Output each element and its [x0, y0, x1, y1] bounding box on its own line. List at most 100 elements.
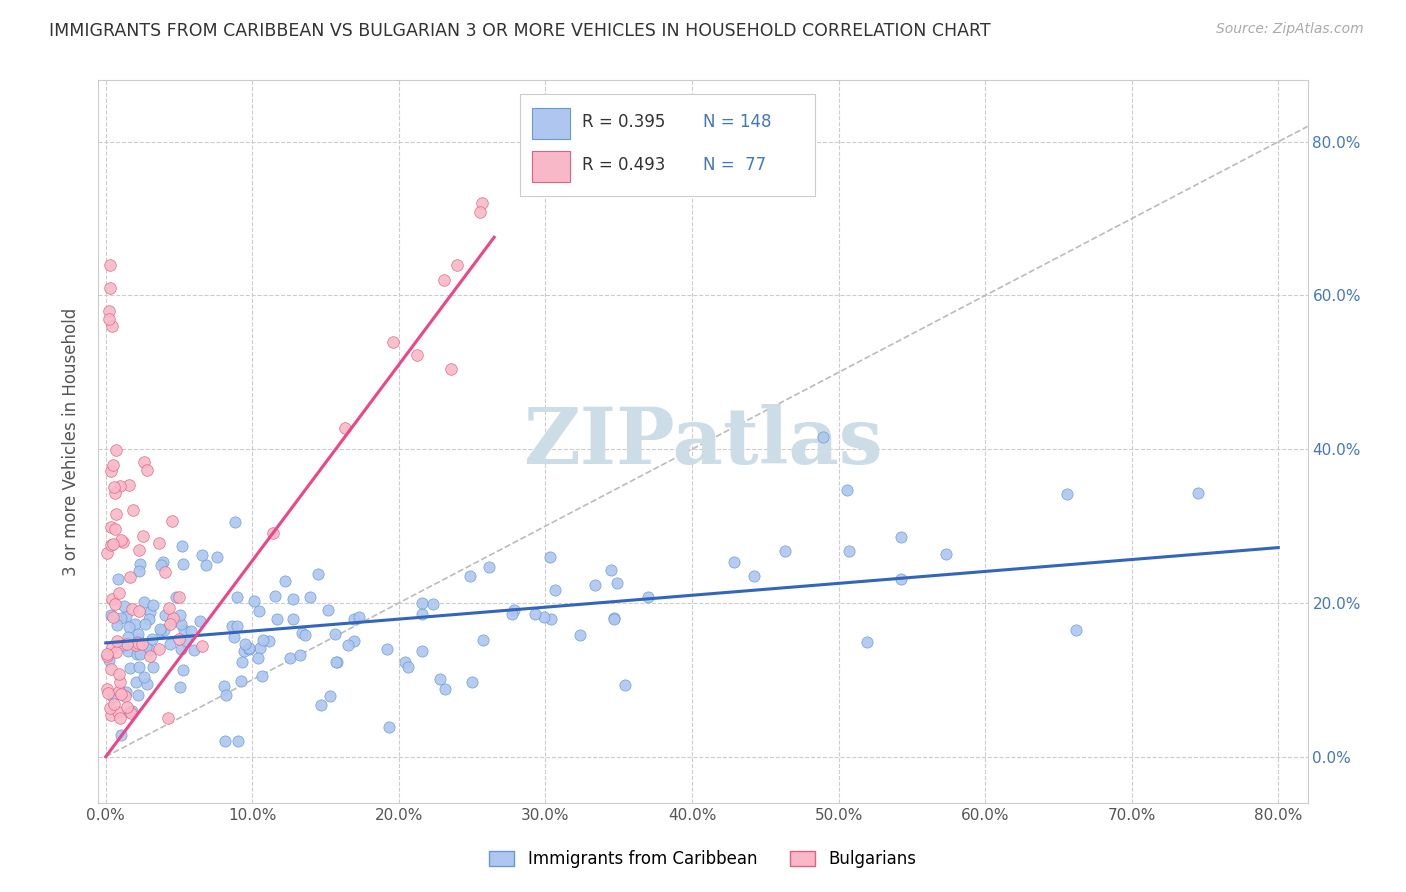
Point — [890, 572, 912, 586]
Point — [103, 698, 125, 712]
Point — [375, 642, 398, 657]
Point — [148, 642, 170, 657]
Point — [153, 565, 176, 579]
Point — [132, 455, 155, 469]
Point — [134, 617, 156, 632]
Point — [411, 596, 433, 610]
Point — [134, 595, 156, 609]
Point — [103, 537, 125, 551]
Point — [319, 689, 342, 703]
Point — [461, 674, 484, 689]
Point — [139, 605, 162, 619]
Point — [148, 536, 170, 550]
Point — [100, 537, 122, 551]
Point — [411, 607, 433, 621]
Point — [249, 641, 271, 656]
Point — [169, 608, 191, 623]
Point — [120, 661, 142, 675]
Point — [100, 520, 122, 534]
Point — [153, 608, 176, 623]
Point — [101, 690, 124, 704]
Point — [121, 704, 143, 718]
Point — [172, 557, 194, 571]
Point — [191, 548, 214, 562]
Point — [238, 642, 260, 657]
Point — [167, 590, 190, 604]
Point — [115, 685, 138, 699]
Point — [128, 565, 150, 579]
Point — [138, 612, 160, 626]
Point — [157, 600, 180, 615]
Point — [115, 700, 138, 714]
Point — [100, 319, 122, 334]
Point — [152, 555, 174, 569]
Point — [97, 304, 120, 318]
Point — [434, 681, 457, 696]
Point — [103, 480, 125, 494]
Point — [97, 311, 120, 326]
Point — [104, 486, 127, 500]
Point — [110, 675, 132, 690]
Point — [252, 633, 274, 648]
Point — [110, 611, 132, 625]
Point — [224, 516, 246, 530]
Point — [150, 558, 173, 572]
Point — [121, 503, 143, 517]
Point — [162, 611, 184, 625]
Point — [1056, 487, 1078, 501]
Point — [135, 640, 157, 654]
Point — [433, 273, 456, 287]
Point — [935, 547, 957, 561]
Point — [157, 711, 180, 725]
Point — [121, 602, 143, 616]
Point — [98, 653, 121, 667]
Point — [149, 622, 172, 636]
Point — [104, 645, 127, 659]
Point — [299, 591, 322, 605]
Point — [127, 626, 149, 640]
Text: N = 148: N = 148 — [703, 113, 772, 131]
Point — [183, 642, 205, 657]
Text: R = 0.493: R = 0.493 — [582, 156, 665, 175]
Point — [224, 630, 246, 644]
Point — [131, 637, 153, 651]
Point — [429, 672, 451, 686]
Point — [127, 647, 149, 661]
Point — [117, 620, 139, 634]
Point — [167, 632, 190, 646]
Point — [96, 647, 118, 661]
Point — [165, 590, 187, 604]
Point — [107, 666, 129, 681]
Point — [472, 632, 495, 647]
Point — [124, 674, 146, 689]
Point — [813, 430, 835, 444]
Point — [309, 698, 332, 713]
Point — [101, 458, 124, 472]
Point — [170, 641, 193, 656]
Point — [637, 591, 659, 605]
Point — [723, 555, 745, 569]
Point — [252, 669, 274, 683]
Point — [162, 615, 184, 629]
Point — [115, 637, 138, 651]
FancyBboxPatch shape — [531, 151, 571, 182]
Point — [540, 612, 562, 626]
Point — [533, 610, 555, 624]
Point — [291, 625, 314, 640]
Point — [110, 533, 132, 548]
Point — [110, 687, 132, 701]
Point — [333, 421, 356, 435]
Point — [294, 628, 316, 642]
Point — [135, 677, 157, 691]
Point — [110, 711, 132, 725]
Point — [246, 651, 269, 665]
Point — [153, 623, 176, 637]
Point — [169, 680, 191, 694]
Point — [307, 567, 329, 582]
Point — [174, 633, 197, 648]
Point — [159, 617, 181, 632]
Point — [406, 348, 429, 362]
Point — [544, 583, 567, 598]
Point — [226, 734, 249, 748]
Point — [104, 522, 127, 536]
